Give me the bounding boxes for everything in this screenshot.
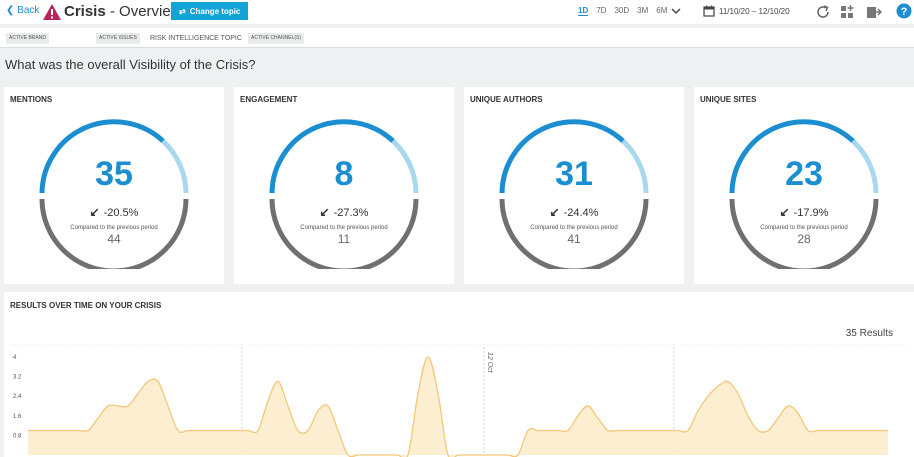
card-title: MENTIONS xyxy=(10,95,53,104)
metric-change: ↙ -24.4% xyxy=(464,205,684,219)
section-question: What was the overall Visibility of the C… xyxy=(5,57,256,72)
metric-change-value: -20.5% xyxy=(103,207,139,219)
gauge-ring xyxy=(269,119,419,269)
y-tick-label: 4 xyxy=(13,355,17,361)
arrow-down-left-icon: ↙ xyxy=(779,205,790,219)
gauge-ring xyxy=(39,119,189,269)
y-tick-label: 2.4 xyxy=(13,394,22,400)
range-1d[interactable]: 1D xyxy=(578,6,589,16)
metric-change: ↙ -20.5% xyxy=(4,205,224,219)
metric-card-unique-sites: UNIQUE SITES 23 ↙ -17.9% Compared to the … xyxy=(694,87,914,284)
y-tick-label: 3.2 xyxy=(13,375,22,381)
page-title: Crisis - Overview xyxy=(64,3,182,20)
page-title-rest: - Overview xyxy=(105,3,182,20)
results-panel: RESULTS OVER TIME ON YOUR CRISIS 35 Resu… xyxy=(4,292,914,457)
metric-value: 23 xyxy=(785,155,823,193)
metric-change-value: -27.3% xyxy=(333,207,369,219)
card-title: UNIQUE AUTHORS xyxy=(470,95,543,104)
range-30d[interactable]: 30D xyxy=(614,6,630,15)
chevron-down-icon[interactable] xyxy=(670,5,682,17)
metric-card-unique-authors: UNIQUE AUTHORS 31 ↙ -24.4% Compared to th… xyxy=(464,87,684,284)
change-topic-button[interactable]: ⇄ Change topic xyxy=(171,2,249,20)
filter-bar: ACTIVE BRAND ACTIVE ISSUES RISK INTELLIG… xyxy=(0,28,914,48)
results-title: RESULTS OVER TIME ON YOUR CRISIS xyxy=(10,301,162,310)
topic-filter-text[interactable]: RISK INTELLIGENCE TOPIC xyxy=(150,35,242,42)
compared-label: Compared to the previous period xyxy=(70,225,158,231)
refresh-icon[interactable] xyxy=(815,4,831,20)
add-widget-icon[interactable] xyxy=(840,4,856,20)
arrow-down-left-icon: ↙ xyxy=(549,205,560,219)
export-icon[interactable] xyxy=(866,4,882,20)
active-issues-tag[interactable]: ACTIVE ISSUES xyxy=(96,33,140,44)
top-bar: ❮ Back Crisis - Overview ⇄ Change topic … xyxy=(0,0,914,24)
previous-value: 44 xyxy=(107,232,121,246)
metric-change: ↙ -27.3% xyxy=(234,205,454,219)
back-label: Back xyxy=(17,5,40,16)
metric-value: 8 xyxy=(334,155,354,193)
previous-value: 41 xyxy=(567,232,581,246)
range-6m[interactable]: 6M xyxy=(656,6,668,15)
metric-change-value: -24.4% xyxy=(563,207,599,219)
results-count: 35 Results xyxy=(845,328,893,339)
warning-icon xyxy=(43,4,61,20)
metric-card-engagement: ENGAGEMENT 8 ↙ -27.3% Compared to the pre… xyxy=(234,87,454,284)
chevron-left-icon: ❮ xyxy=(6,5,15,16)
previous-value: 11 xyxy=(337,232,351,246)
gauge-ring xyxy=(499,119,649,269)
card-title: ENGAGEMENT xyxy=(240,95,298,104)
date-range[interactable]: 11/10/20 – 12/10/20 xyxy=(719,7,790,16)
range-selector: 1D 7D 30D 3M 6M xyxy=(578,6,667,16)
svg-text:?: ? xyxy=(901,6,908,18)
back-button[interactable]: ❮ Back xyxy=(6,5,39,16)
results-chart: 4 3.2 2.4 1.6 0.8 12 Oct xyxy=(12,344,908,457)
arrow-down-left-icon: ↙ xyxy=(319,205,330,219)
range-3m[interactable]: 3M xyxy=(637,6,649,15)
compared-label: Compared to the previous period xyxy=(760,225,848,231)
calendar-icon[interactable] xyxy=(703,5,715,17)
change-topic-label: Change topic xyxy=(189,6,241,16)
metric-change-value: -17.9% xyxy=(793,207,829,219)
series-area xyxy=(28,356,888,457)
page-title-bold: Crisis xyxy=(64,3,106,20)
arrow-down-left-icon: ↙ xyxy=(89,205,100,219)
active-brand-tag[interactable]: ACTIVE BRAND xyxy=(6,33,49,44)
help-icon[interactable]: ? xyxy=(896,3,912,19)
y-tick-label: 1.6 xyxy=(13,414,22,420)
metric-value: 35 xyxy=(95,155,133,193)
active-channels-tag[interactable]: ACTIVE CHANNEL(S) xyxy=(248,33,305,44)
range-7d[interactable]: 7D xyxy=(596,6,607,15)
swap-arrows-icon: ⇄ xyxy=(179,6,186,16)
date-annotation: 12 Oct xyxy=(486,352,493,374)
series-line xyxy=(28,356,888,457)
previous-value: 28 xyxy=(797,232,811,246)
metric-change: ↙ -17.9% xyxy=(694,205,914,219)
compared-label: Compared to the previous period xyxy=(300,225,388,231)
compared-label: Compared to the previous period xyxy=(530,225,618,231)
y-tick-label: 0.8 xyxy=(13,433,22,439)
card-title: UNIQUE SITES xyxy=(700,95,757,104)
metric-value: 31 xyxy=(555,155,593,193)
metric-card-mentions: MENTIONS 35 ↙ -20.5% Compared to the prev… xyxy=(4,87,224,284)
gauge-ring xyxy=(729,119,879,269)
